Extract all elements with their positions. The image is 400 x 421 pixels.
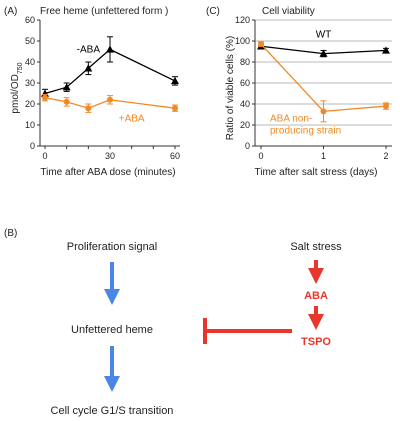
chart-a-ytick-label: 40 [25,57,35,67]
chart-a-ytick-label: 10 [25,120,35,130]
chart-a-ylabel-sub: 750 [17,62,24,74]
proliferation-signal-label: Proliferation signal [67,241,158,253]
chart-a-series-0-point [106,45,114,53]
chart-c-series-0-point [382,46,390,54]
chart-a-series-0-point [84,64,93,72]
panel-b-letter: (B) [4,228,17,239]
chart-a: 0 10 20 30 40 50 60 0 30 60 -ABA +ABA [25,15,180,161]
chart-c-series-1-label: ABA non-producing strain [270,114,341,137]
chart-c-xlabel: Time after salt stress (days) [255,167,378,178]
chart-a-series-1-point [107,96,113,103]
aba-label: ABA [304,290,328,302]
chart-c-ytick-label: 0 [245,141,250,151]
chart-c-xtick-label: 1 [321,151,326,161]
chart-c-series-1-point [258,41,264,48]
chart-c-ytick-label: 20 [240,120,250,130]
salt-stress-label: Salt stress [290,241,342,253]
chart-a-xlabel: Time after ABA dose (minutes) [40,167,175,178]
chart-a-series-0-point [62,83,71,91]
panel-a-letter: (A) [4,6,17,17]
chart-c-ytick-label: 40 [240,99,250,109]
panel-c-letter: (C) [206,6,220,17]
chart-a-series-1-point [172,105,178,112]
chart-c-ylabel: Ratio of viable cells (%) [225,36,236,140]
chart-a-series-0-point [171,76,179,85]
chart-a-series-1-label: +ABA [119,114,145,125]
chart-c-series-0-point [319,49,328,57]
chart-a-ytick-label: 20 [25,99,35,109]
chart-c-series-1-point [320,108,327,115]
chart-a-ylabel: pmol/OD750 [10,62,24,113]
chart-c-xtick-label: 2 [383,151,388,161]
chart-a-ylabel-main: pmol/OD [10,74,21,113]
chart-c-series-0-label: WT [316,30,332,41]
chart-c-ytick-label: 120 [235,15,250,25]
chart-a-title: Free heme (unfettered form ) [40,6,168,17]
chart-a-series-1-point [63,98,70,105]
chart-c-series-1-label-line: producing strain [270,126,341,137]
chart-c-series-1-point [383,103,389,110]
chart-c-series-1-label-line: ABA non- [270,114,312,125]
chart-c: 0 20 40 60 80 100 120 0 1 2 WT ABA non-producing st… [235,15,392,161]
tspo-label: TSPO [301,336,331,348]
chart-c-title: Cell viability [262,6,315,17]
cell-cycle-label: Cell cycle G1/S transition [51,405,174,417]
chart-a-xtick-label: 0 [42,151,47,161]
chart-a-series-1-point [85,105,92,112]
chart-a-xtick-label: 30 [105,151,115,161]
chart-a-ytick-label: 60 [25,15,35,25]
chart-a-series-1-point [42,94,48,101]
chart-c-ytick-label: 80 [240,57,250,67]
unfettered-heme-label: Unfettered heme [71,324,153,336]
chart-c-ytick-label: 60 [240,78,250,88]
chart-c-ytick-label: 100 [235,36,250,46]
chart-a-xtick-label: 60 [170,151,180,161]
chart-a-series-0-label: -ABA [77,44,101,55]
chart-a-ytick-label: 0 [30,141,35,151]
chart-a-ytick-label: 30 [25,78,35,88]
chart-a-ytick-label: 50 [25,36,35,46]
chart-c-xtick-label: 0 [258,151,263,161]
